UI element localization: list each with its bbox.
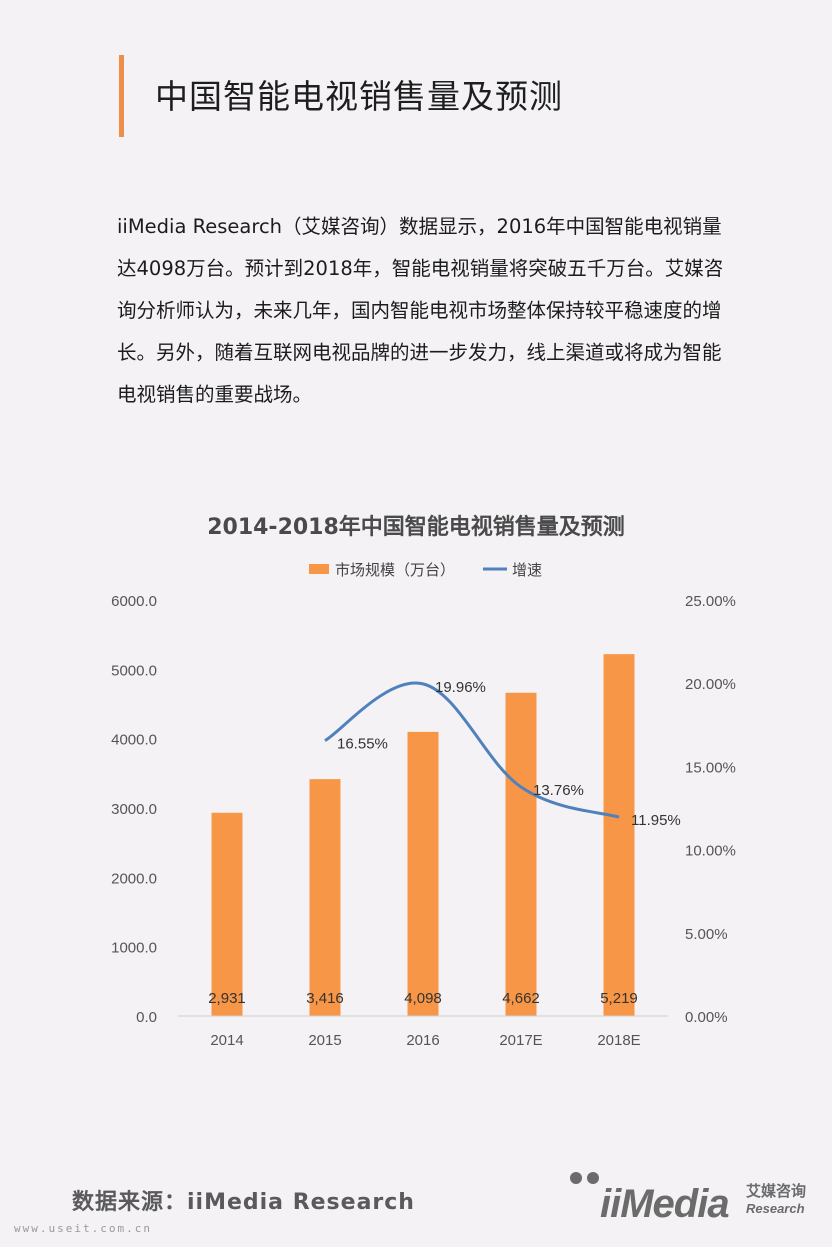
- logo-dots-icon: [570, 1172, 599, 1184]
- bar-value-label: 5,219: [600, 990, 638, 1007]
- y-right-tick-label: 15.00%: [685, 759, 736, 776]
- sales-chart: 市场规模（万台） 增速 0.0 1000.0 2000.0 3000.0 4000.0 500…: [111, 561, 736, 1049]
- y-left-tick-label: 6000.0: [111, 593, 157, 610]
- bar-2016: [407, 731, 439, 1016]
- iimedia-logo: iiMedia 艾媒咨询 Research: [566, 1168, 816, 1228]
- page-title: 中国智能电视销售量及预测: [155, 77, 563, 116]
- y-right-tick-label: 5.00%: [685, 926, 728, 943]
- x-tick-label: 2016: [406, 1032, 439, 1049]
- data-source: 数据来源：iiMedia Research: [72, 1190, 415, 1215]
- growth-value-label: 19.96%: [435, 679, 486, 696]
- growth-value-label: 11.95%: [631, 812, 681, 829]
- bar-2015: [309, 779, 341, 1016]
- y-left-tick-label: 4000.0: [111, 732, 157, 749]
- title-accent-bar: [119, 55, 124, 137]
- bar-2014: [211, 812, 243, 1016]
- x-tick-label: 2017E: [499, 1032, 542, 1049]
- logo-en-text: Research: [746, 1201, 805, 1216]
- bar-value-label: 4,662: [502, 990, 540, 1007]
- y-right-tick-label: 25.00%: [685, 593, 736, 610]
- bar-value-label: 2,931: [208, 990, 246, 1007]
- growth-value-label: 13.76%: [533, 782, 584, 799]
- x-tick-label: 2014: [210, 1032, 243, 1049]
- chart-title: 2014-2018年中国智能电视销售量及预测: [207, 515, 625, 540]
- y-left-tick-label: 5000.0: [111, 662, 157, 679]
- legend-swatch-bars: [309, 564, 329, 574]
- y-right-tick-label: 0.00%: [685, 1009, 728, 1026]
- bar-2018E: [603, 654, 635, 1016]
- x-tick-label: 2018E: [597, 1032, 640, 1049]
- legend-label-bars: 市场规模（万台）: [335, 561, 455, 579]
- y-right-tick-label: 20.00%: [685, 676, 736, 693]
- y-left-tick-label: 3000.0: [111, 801, 157, 818]
- y-left-tick-label: 0.0: [136, 1009, 157, 1026]
- intro-paragraph: iiMedia Research（艾媒咨询）数据显示，2016年中国智能电视销量…: [117, 215, 724, 406]
- site-url: www.useit.com.cn: [14, 1222, 152, 1235]
- y-left-tick-label: 2000.0: [111, 870, 157, 887]
- logo-cn-text: 艾媒咨询: [746, 1182, 807, 1200]
- bar-value-label: 3,416: [306, 990, 344, 1007]
- legend-label-line: 增速: [512, 561, 542, 579]
- growth-line: [324, 681, 620, 819]
- logo-wordmark: iiMedia: [600, 1182, 730, 1226]
- y-right-tick-label: 10.00%: [685, 843, 736, 860]
- y-left-tick-label: 1000.0: [111, 940, 157, 957]
- bar-2017E: [505, 692, 537, 1016]
- bar-value-label: 4,098: [404, 990, 442, 1007]
- x-tick-label: 2015: [308, 1032, 341, 1049]
- growth-value-label: 16.55%: [337, 736, 388, 753]
